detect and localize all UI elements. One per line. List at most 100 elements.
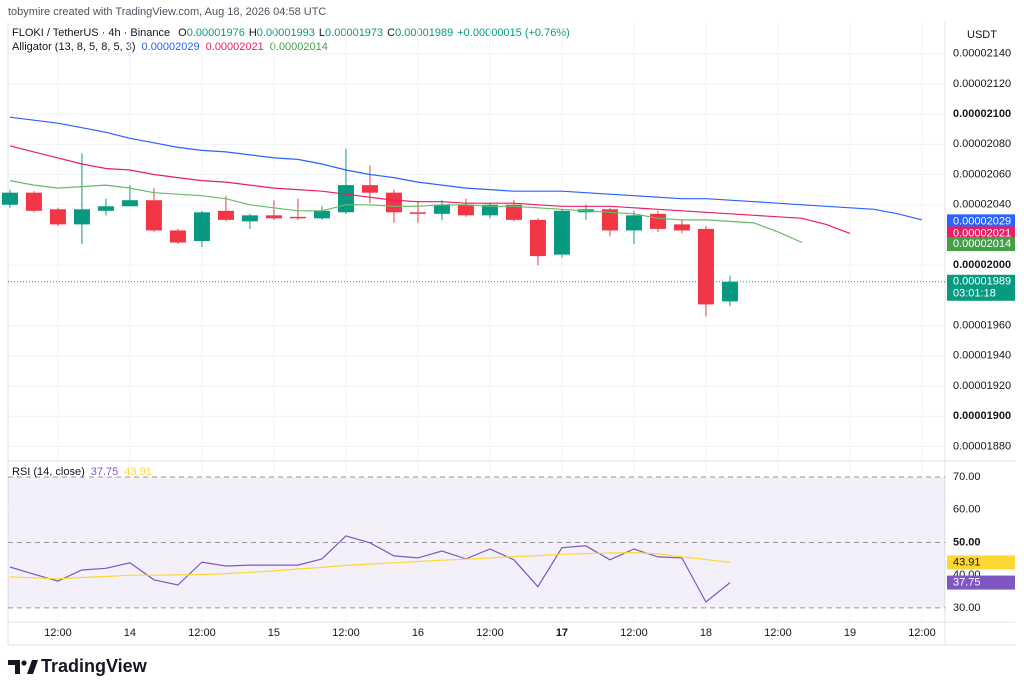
y-tick-label: 60.00 [953, 504, 981, 516]
candle-body [97, 206, 114, 211]
candle-body [673, 224, 690, 231]
brand: TradingView [41, 656, 148, 676]
key: O [178, 27, 187, 39]
x-tick-label: 14 [124, 627, 136, 639]
candle-body [601, 209, 618, 231]
legend-line: RSI (14, close) 37.75 43.91 [12, 466, 152, 478]
y-tick-label: 0.00001900 [953, 410, 1011, 422]
price-tag-label: 0.00002021 [953, 227, 1011, 239]
x-tick-label: 16 [412, 627, 424, 639]
value: 0.00002021 [206, 41, 264, 53]
x-tick-label: 12:00 [332, 627, 360, 639]
candle-body [529, 219, 546, 257]
price-tag [947, 214, 1015, 229]
legend-text: 37.75 [91, 466, 119, 478]
x-tick-label: 17 [556, 627, 568, 639]
legend-line: Alligator (13, 8, 5, 8, 5, 3) 0.00002029 0… [12, 41, 328, 53]
price-tag-label: 0.00002029 [953, 215, 1011, 227]
candle-body [649, 213, 666, 229]
key: C [387, 27, 395, 39]
candle-body [241, 215, 258, 222]
price-tag-label: 37.75 [953, 576, 981, 588]
line [9, 551, 731, 580]
candle-body [505, 204, 522, 220]
x-tick-label: 12:00 [620, 627, 648, 639]
y-tick-label: 0.00002000 [953, 259, 1011, 271]
line [9, 180, 803, 244]
x-tick-label: 12:00 [764, 627, 792, 639]
key: L [319, 27, 325, 39]
x-tick-label: 12:00 [188, 627, 216, 639]
legend-text: 43.91 [124, 466, 152, 478]
x-tick-label: 18 [700, 627, 712, 639]
candle-body [433, 204, 450, 214]
y-tick-label: 0.00001920 [953, 380, 1011, 392]
candle-body [457, 204, 474, 216]
value: 0.00002029 [142, 41, 200, 53]
x-tick-label: 15 [268, 627, 280, 639]
y-tick-label: 0.00002100 [953, 108, 1011, 120]
value: 0.00002014 [270, 41, 328, 53]
indicator: Alligator (13, 8, 5, 8, 5, 3) [12, 41, 136, 53]
y-tick-label: 0.00002040 [953, 199, 1011, 211]
key: H [249, 27, 257, 39]
price-tag [947, 226, 1015, 241]
x-tick-label: 19 [844, 627, 856, 639]
y-tick-label: 50.00 [953, 536, 981, 548]
y-tick-label: 30.00 [953, 602, 981, 614]
candle-body [121, 200, 138, 207]
candle-body [409, 212, 426, 214]
legend-text: RSI (14, close) [12, 466, 85, 478]
line [9, 145, 851, 234]
y-tick-label: 0.00001960 [953, 319, 1011, 331]
countdown: 03:01:18 [953, 288, 996, 300]
candle-body [1, 192, 18, 205]
candle-body [169, 230, 186, 243]
currency: USDT [967, 29, 997, 41]
credit: tobymire created with TradingView.com, A… [8, 6, 326, 18]
value: 0.00001973 [325, 27, 383, 39]
pane: 0.00002140 0.00002120 0.00002100 0.00002080… [1, 22, 1015, 460]
y-tick-label: 0.00001880 [953, 440, 1011, 452]
candle-body [385, 192, 402, 213]
symbol-legend: FLOKI / TetherUS · 4h · Binance O0.000019… [12, 27, 570, 53]
line [9, 535, 731, 603]
candle-body [313, 210, 330, 219]
price-tag-label: 0.00001989 [953, 276, 1011, 288]
legend-line: FLOKI / TetherUS · 4h · Binance O0.000019… [12, 27, 570, 39]
value: 0.00001976 [187, 27, 245, 39]
y-tick-label: 0.00002140 [953, 48, 1011, 60]
logo: TradingView [8, 656, 148, 676]
y-tick-label: 0.00002060 [953, 168, 1011, 180]
price-tag [947, 575, 1015, 590]
value: 0.00001993 [257, 27, 315, 39]
candle-body [25, 192, 42, 211]
symbol: FLOKI / TetherUS · 4h · Binance [12, 27, 170, 39]
candle-body [553, 210, 570, 255]
candle-body [361, 185, 378, 193]
price-tag [947, 274, 1015, 301]
candle-body [265, 215, 282, 219]
price-tag-label: 43.91 [953, 556, 981, 568]
candle-body [625, 215, 642, 231]
price-tag-label: 0.00002014 [953, 238, 1011, 250]
candle-body [697, 228, 714, 305]
candle-body [193, 212, 210, 241]
candle-body [721, 281, 738, 302]
candle-body [337, 185, 354, 213]
candle-body [289, 216, 306, 219]
y-tick-label: 0.00002120 [953, 78, 1011, 90]
y-tick-label: 0.00001940 [953, 350, 1011, 362]
x-tick-label: 12:00 [476, 627, 504, 639]
price-tag [947, 555, 1015, 570]
x-tick-label: 12:00 [44, 627, 72, 639]
y-tick-label: 70.00 [953, 471, 981, 483]
price-tag [947, 237, 1015, 252]
line [9, 116, 923, 221]
x-tick-label: 12:00 [908, 627, 936, 639]
y-tick-label: 0.00002080 [953, 138, 1011, 150]
candle-body [481, 204, 498, 216]
